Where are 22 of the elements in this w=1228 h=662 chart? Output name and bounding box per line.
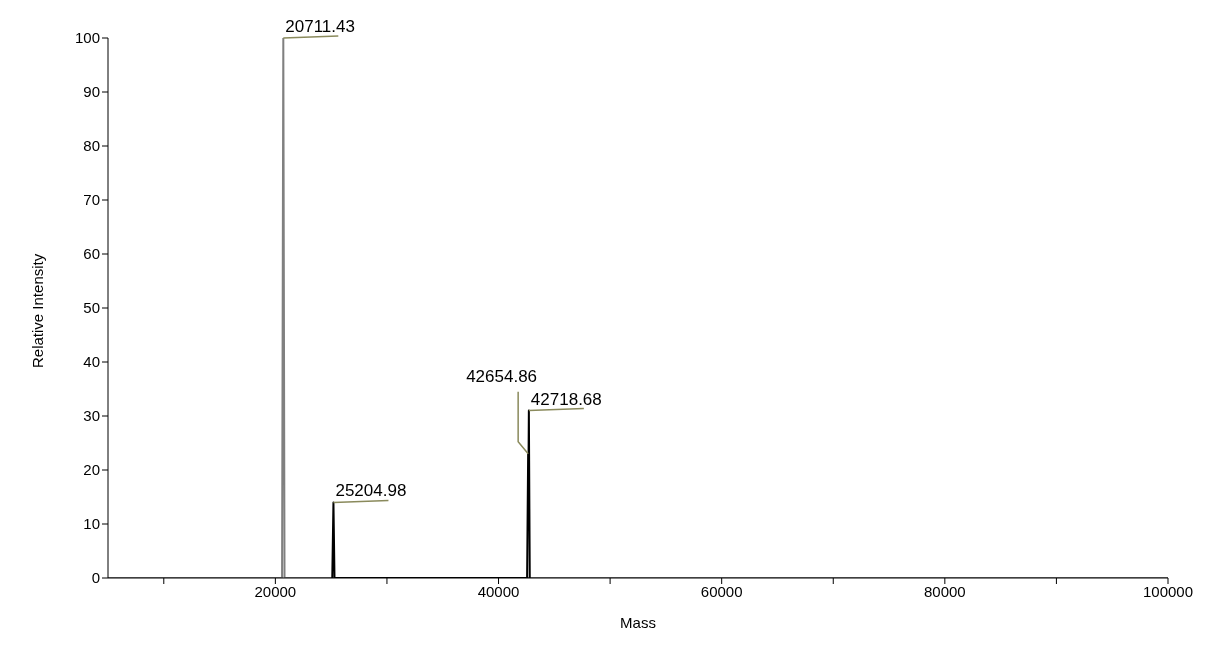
y-tick-label: 10 [83,515,100,533]
y-tick-label: 90 [83,83,100,101]
y-tick-label: 100 [74,29,100,47]
y-tick-label: 70 [83,191,100,209]
y-tick-label: 30 [83,407,100,425]
x-tick-label: 60000 [700,582,743,600]
y-tick-label: 80 [83,137,100,155]
y-tick-label: 40 [83,353,100,371]
annotation: 20711.43 [285,17,355,36]
annotation: 42718.68 [530,389,602,409]
annotation: 25204.98 [335,481,407,501]
x-axis-title: Mass [620,614,656,631]
x-tick-label: 40000 [477,582,520,600]
y-axis-title: Relative Intensity [29,253,47,368]
annotation: 42654.86 [466,366,538,386]
x-tick-label: 80000 [923,582,966,600]
y-tick-label: 20 [83,461,100,479]
x-tick-label: 20000 [254,582,297,600]
y-tick-label: 50 [83,299,100,317]
y-tick-label: 60 [83,245,100,263]
x-tick-label: 100000 [1142,582,1194,600]
y-tick-label: 0 [91,569,100,587]
